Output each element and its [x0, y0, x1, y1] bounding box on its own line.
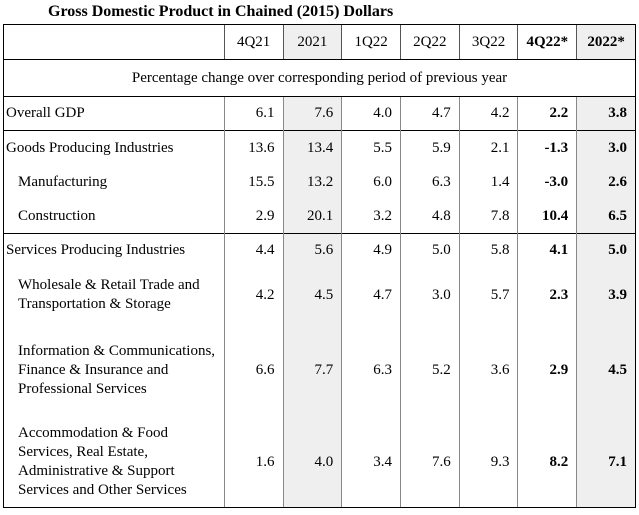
gdp-table: 4Q21 2021 1Q22 2Q22 3Q22 4Q22* 2022* Per… — [3, 24, 636, 508]
cell-value: 7.1 — [576, 417, 636, 508]
cell-value: 5.0 — [399, 233, 460, 267]
cell-value: 9.3 — [458, 417, 518, 508]
cell-value: 4.5 — [282, 266, 342, 324]
header-4q21: 4Q21 — [223, 24, 284, 60]
row-label: Services Producing Industries — [3, 233, 225, 267]
cell-value: 3.6 — [458, 323, 518, 418]
cell-value: 5.0 — [576, 233, 636, 267]
table-row: Information & Communications, Finance & … — [3, 323, 636, 418]
header-row: 4Q21 2021 1Q22 2Q22 3Q22 4Q22* 2022* — [3, 24, 636, 60]
row-label: Overall GDP — [3, 96, 225, 131]
table-row: Accommodation & Food Services, Real Esta… — [3, 417, 636, 508]
cell-value: 13.4 — [282, 130, 342, 166]
cell-value: 4.0 — [282, 417, 342, 508]
cell-value: 5.9 — [399, 130, 460, 166]
table-row: Overall GDP 6.1 7.6 4.0 4.7 4.2 2.2 3.8 — [3, 96, 636, 131]
subtitle: Percentage change over corresponding per… — [3, 59, 636, 97]
header-empty — [3, 24, 225, 60]
cell-value: 4.9 — [341, 233, 401, 267]
header-3q22: 3Q22 — [458, 24, 518, 60]
table-row: Services Producing Industries 4.4 5.6 4.… — [3, 233, 636, 267]
cell-value: 4.7 — [399, 96, 460, 131]
cell-value: 6.1 — [223, 96, 284, 131]
cell-value: 3.0 — [399, 266, 460, 324]
cell-value: 3.0 — [576, 130, 636, 166]
cell-value: -1.3 — [517, 130, 577, 166]
row-label: Construction — [3, 199, 225, 234]
header-2q22: 2Q22 — [399, 24, 460, 60]
cell-value: 5.8 — [458, 233, 518, 267]
cell-value: 8.2 — [517, 417, 577, 508]
cell-value: 4.4 — [223, 233, 284, 267]
cell-value: 1.4 — [458, 165, 518, 200]
table-title: Gross Domestic Product in Chained (2015)… — [48, 3, 394, 20]
table-row: Goods Producing Industries 13.6 13.4 5.5… — [3, 130, 636, 166]
cell-value: 7.6 — [399, 417, 460, 508]
cell-value: 10.4 — [517, 199, 577, 234]
header-2021: 2021 — [282, 24, 342, 60]
cell-value: 2.9 — [223, 199, 284, 234]
cell-value: 7.7 — [282, 323, 342, 418]
header-4q22: 4Q22* — [517, 24, 577, 60]
cell-value: 6.5 — [576, 199, 636, 234]
cell-value: 4.1 — [517, 233, 577, 267]
cell-value: 4.5 — [576, 323, 636, 418]
cell-value: 13.2 — [282, 165, 342, 200]
cell-value: 3.8 — [576, 96, 636, 131]
cell-value: 2.3 — [517, 266, 577, 324]
cell-value: 7.8 — [458, 199, 518, 234]
cell-value: 15.5 — [223, 165, 284, 200]
cell-value: 5.6 — [282, 233, 342, 267]
cell-value: 2.1 — [458, 130, 518, 166]
table-row: Construction 2.9 20.1 3.2 4.8 7.8 10.4 6… — [3, 199, 636, 234]
cell-value: 3.9 — [576, 266, 636, 324]
cell-value: 4.2 — [458, 96, 518, 131]
header-1q22: 1Q22 — [341, 24, 401, 60]
cell-value: 4.0 — [341, 96, 401, 131]
cell-value: 4.2 — [223, 266, 284, 324]
table-row: Wholesale & Retail Trade and Transportat… — [3, 266, 636, 324]
cell-value: 20.1 — [282, 199, 342, 234]
cell-value: 2.6 — [576, 165, 636, 200]
table-row: Manufacturing 15.5 13.2 6.0 6.3 1.4 -3.0… — [3, 165, 636, 200]
cell-value: 13.6 — [223, 130, 284, 166]
cell-value: 6.6 — [223, 323, 284, 418]
header-2022: 2022* — [576, 24, 636, 60]
row-label: Wholesale & Retail Trade and Transportat… — [3, 266, 225, 324]
cell-value: 1.6 — [223, 417, 284, 508]
cell-value: 4.7 — [341, 266, 401, 324]
cell-value: 4.8 — [399, 199, 460, 234]
row-label: Accommodation & Food Services, Real Esta… — [3, 417, 225, 508]
row-label: Goods Producing Industries — [3, 130, 225, 166]
cell-value: 6.0 — [341, 165, 401, 200]
cell-value: 5.5 — [341, 130, 401, 166]
cell-value: 6.3 — [399, 165, 460, 200]
cell-value: 5.2 — [399, 323, 460, 418]
subtitle-row: Percentage change over corresponding per… — [3, 59, 636, 97]
cell-value: 2.2 — [517, 96, 577, 131]
cell-value: -3.0 — [517, 165, 577, 200]
cell-value: 7.6 — [282, 96, 342, 131]
row-label: Information & Communications, Finance & … — [3, 323, 225, 418]
cell-value: 5.7 — [458, 266, 518, 324]
row-label: Manufacturing — [3, 165, 225, 200]
cell-value: 6.3 — [341, 323, 401, 418]
cell-value: 3.2 — [341, 199, 401, 234]
cell-value: 2.9 — [517, 323, 577, 418]
cell-value: 3.4 — [341, 417, 401, 508]
